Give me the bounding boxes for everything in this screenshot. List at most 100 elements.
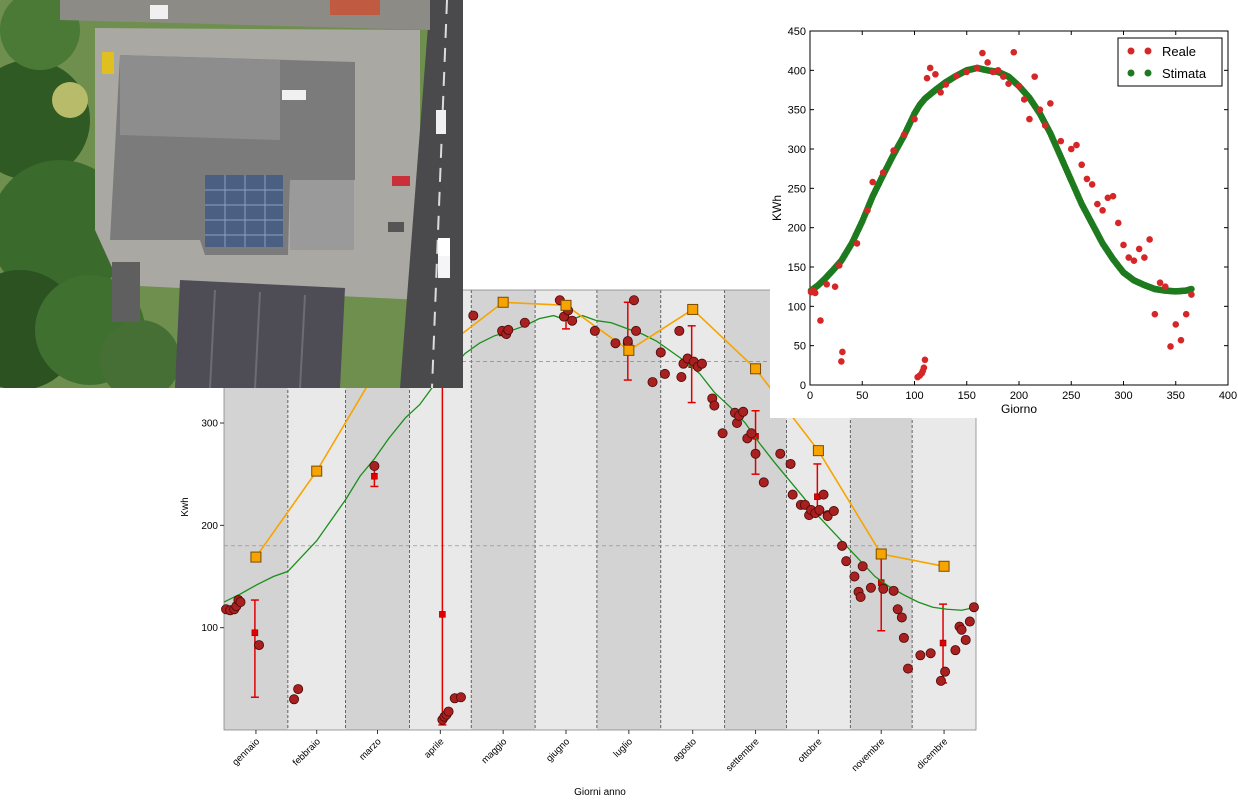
- legend: Reale Stimata: [1117, 37, 1223, 87]
- daily-production-chart: 0 50 100 150 200 250 300 350 400 0 50 100 150 200 250 3…: [770, 22, 1238, 418]
- legend-reale-label: Reale: [1162, 44, 1196, 59]
- reale-point: [890, 147, 897, 154]
- pvgis-point: [560, 299, 572, 311]
- real-point: [940, 666, 951, 677]
- month-label: gennaio: [230, 736, 262, 768]
- reale-point: [1104, 194, 1112, 202]
- pvgis-point: [497, 296, 509, 308]
- real-point: [676, 371, 687, 382]
- real-point: [622, 336, 633, 347]
- reale-points: [807, 48, 1195, 381]
- y-tick-label: 100: [788, 301, 806, 313]
- reale-point: [953, 72, 960, 80]
- real-point: [956, 624, 967, 635]
- reale-point: [831, 283, 839, 290]
- reale-point: [1057, 137, 1065, 145]
- reale-point: [979, 49, 986, 57]
- y-axis-label: Kwh: [180, 497, 191, 516]
- reale-point: [869, 178, 876, 186]
- real-point: [738, 406, 749, 417]
- month-band: [596, 290, 661, 730]
- x-tick-label: 50: [856, 390, 868, 402]
- month-band: [535, 290, 597, 730]
- reale-point: [1156, 279, 1164, 287]
- ci-mean: [251, 629, 259, 637]
- real-point: [857, 561, 868, 572]
- x-tick-label: 100: [905, 390, 923, 402]
- pvgis-point: [623, 344, 635, 356]
- estimated-values-line: [223, 314, 977, 611]
- reale-point: [926, 64, 934, 72]
- reale-point: [1020, 96, 1028, 103]
- reale-point: [973, 64, 981, 72]
- reale-point: [937, 89, 944, 96]
- x-tick-label: 250: [1062, 390, 1080, 402]
- reale-point: [1146, 236, 1153, 243]
- reale-point: [900, 131, 908, 139]
- real-point: [655, 347, 666, 358]
- month-label: giugno: [544, 736, 572, 764]
- real-point: [519, 317, 530, 328]
- real-point: [235, 597, 246, 608]
- reale-point: [823, 281, 831, 288]
- real-point: [610, 338, 621, 349]
- real-point: [254, 640, 265, 651]
- real-point: [468, 310, 479, 321]
- month-label: febbraio: [291, 736, 323, 768]
- legend-stimata-marker: [1144, 69, 1152, 77]
- reale-point: [1041, 122, 1049, 129]
- real-point: [950, 645, 961, 656]
- reale-point: [1141, 254, 1148, 261]
- real-point: [293, 684, 304, 695]
- real-point: [903, 663, 914, 674]
- reale-point: [1078, 161, 1085, 169]
- reale-point: [853, 240, 861, 247]
- aerial-photo: [0, 0, 463, 388]
- x-tick-label: 350: [1167, 390, 1185, 402]
- month-label: luglio: [611, 736, 634, 759]
- real-point: [818, 489, 829, 500]
- y-axis-label: KWh: [770, 195, 784, 221]
- real-point: [849, 571, 860, 582]
- reale-point: [1026, 115, 1033, 123]
- real-point: [696, 358, 707, 369]
- road: [400, 0, 463, 388]
- pvgis-point: [875, 548, 887, 560]
- real-point: [369, 460, 380, 471]
- real-point: [503, 324, 514, 335]
- reale-point: [1172, 321, 1180, 328]
- reale-point: [923, 74, 931, 82]
- real-point: [659, 368, 670, 379]
- x-tick-label: 200: [1010, 390, 1028, 402]
- reale-point: [817, 317, 824, 324]
- real-point: [787, 489, 798, 500]
- legend-stimata-label: Stimata: [1162, 66, 1207, 81]
- reale-point: [1067, 145, 1075, 153]
- reale-point: [879, 169, 887, 176]
- real-point: [898, 632, 909, 643]
- real-point: [758, 477, 769, 488]
- real-point: [750, 448, 761, 459]
- ci-mean: [939, 639, 947, 647]
- real-point: [746, 428, 757, 439]
- reale-point: [1000, 73, 1007, 80]
- real-point: [925, 648, 936, 659]
- real-point: [631, 325, 642, 336]
- x-axis-label: Giorni anno: [574, 787, 626, 798]
- reale-point: [1120, 241, 1127, 249]
- reale-point: [1177, 336, 1185, 344]
- reale-point: [839, 348, 846, 356]
- real-point: [455, 692, 466, 703]
- real-point: [964, 616, 975, 627]
- y-tick-label: 150: [788, 262, 806, 274]
- x-tick-label: 150: [958, 390, 976, 402]
- real-point: [865, 582, 876, 593]
- real-point: [289, 694, 300, 705]
- y-tick-label: 50: [794, 341, 806, 353]
- real-point: [814, 504, 825, 515]
- real-point: [935, 675, 946, 686]
- x-tick-label: 0: [807, 390, 813, 402]
- real-point: [888, 585, 899, 596]
- real-point: [709, 400, 720, 411]
- x-tick-label: 400: [1219, 390, 1237, 402]
